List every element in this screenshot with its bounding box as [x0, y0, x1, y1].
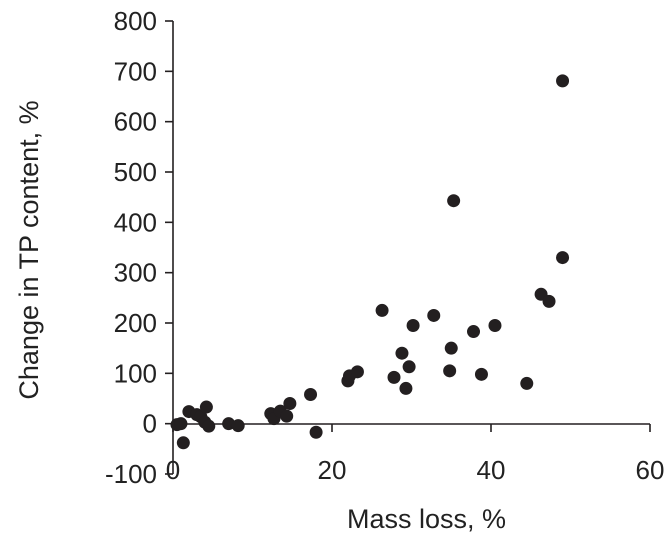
data-point [283, 397, 297, 411]
data-point [520, 376, 534, 390]
data-point [406, 319, 420, 333]
y-tick-label: -100 [105, 459, 157, 489]
data-points [170, 74, 570, 450]
data-point [375, 303, 389, 317]
y-axis-label: Change in TP content, % [14, 100, 44, 399]
x-tick-label: 60 [636, 455, 665, 485]
data-point [309, 425, 323, 439]
data-point [444, 341, 458, 355]
data-point [231, 419, 245, 433]
data-point [350, 365, 364, 379]
data-point [402, 360, 416, 374]
data-point [199, 400, 213, 414]
y-axis-ticks: -100 0 100 200 300 400 500 600 700 800 [105, 6, 173, 489]
y-tick-label: 700 [114, 56, 157, 86]
x-tick-label: 20 [318, 455, 347, 485]
x-tick-label: 0 [166, 455, 180, 485]
data-point [488, 319, 502, 333]
y-tick-label: 500 [114, 157, 157, 187]
data-point [474, 367, 488, 381]
data-point [467, 325, 481, 339]
y-tick-label: 0 [143, 409, 157, 439]
y-tick-label: 400 [114, 207, 157, 237]
data-point [395, 346, 409, 360]
data-point [447, 194, 461, 208]
data-point [304, 387, 318, 401]
data-point [280, 409, 294, 423]
x-axis-ticks: 0 20 40 60 [166, 424, 665, 485]
data-point [174, 417, 188, 431]
axes [172, 21, 650, 474]
y-tick-label: 600 [114, 107, 157, 137]
data-point [399, 381, 413, 395]
y-tick-label: 200 [114, 308, 157, 338]
data-point [176, 436, 190, 450]
y-tick-label: 100 [114, 358, 157, 388]
data-point [202, 419, 216, 433]
data-point [427, 308, 441, 322]
data-point [556, 74, 570, 88]
data-point [556, 251, 570, 265]
data-point [443, 364, 457, 378]
y-tick-label: 800 [114, 6, 157, 36]
x-axis-label: Mass loss, % [347, 504, 506, 533]
x-tick-label: 40 [477, 455, 506, 485]
data-point [387, 370, 401, 384]
y-tick-label: 300 [114, 258, 157, 288]
data-point [542, 294, 556, 308]
